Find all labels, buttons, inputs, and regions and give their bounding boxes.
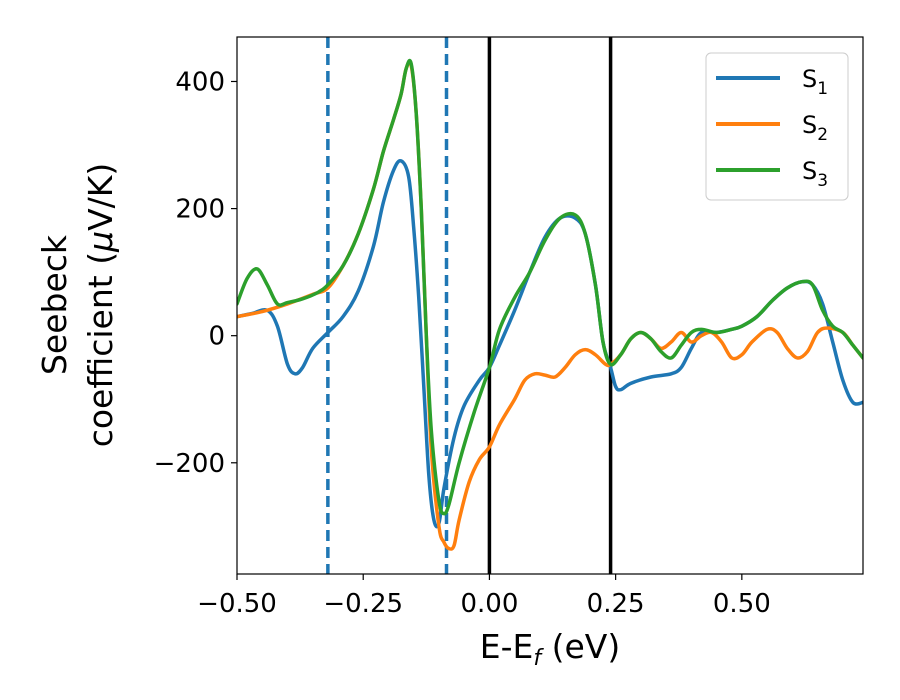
y-axis-ticks: −200 0 200 400 bbox=[154, 67, 237, 479]
x-tick-label: 0.50 bbox=[713, 589, 771, 619]
x-tick-label: 0.00 bbox=[460, 589, 518, 619]
legend-box bbox=[705, 52, 849, 201]
y-axis-label: Seebeck coefficient (μV/K) bbox=[35, 163, 120, 448]
x-tick-label: −0.25 bbox=[323, 589, 403, 619]
series-line-s1 bbox=[237, 159, 863, 529]
legend-label-s1: S1 bbox=[802, 65, 828, 99]
y-axis-label-line1: Seebeck bbox=[35, 234, 74, 375]
reference-lines bbox=[326, 37, 613, 574]
y-tick-label: 0 bbox=[208, 322, 225, 352]
x-tick-label: −0.50 bbox=[197, 589, 277, 619]
y-tick-label: −200 bbox=[154, 449, 225, 479]
legend-label-s2: S2 bbox=[802, 111, 828, 145]
y-axis-label-line2: coefficient (μV/K) bbox=[81, 163, 120, 448]
series-line-s3 bbox=[237, 58, 863, 516]
x-tick-label: 0.25 bbox=[587, 589, 645, 619]
x-axis-label: E-Ef (eV) bbox=[480, 627, 620, 671]
y-tick-label: 400 bbox=[175, 67, 225, 97]
y-tick-label: 200 bbox=[175, 195, 225, 225]
legend: S1 S2 S3 bbox=[705, 52, 849, 201]
x-axis-ticks: −0.50 −0.25 0.00 0.25 0.50 bbox=[197, 574, 771, 619]
legend-label-s3: S3 bbox=[802, 157, 828, 191]
series-layer bbox=[237, 58, 863, 551]
plot-frame bbox=[236, 36, 864, 575]
